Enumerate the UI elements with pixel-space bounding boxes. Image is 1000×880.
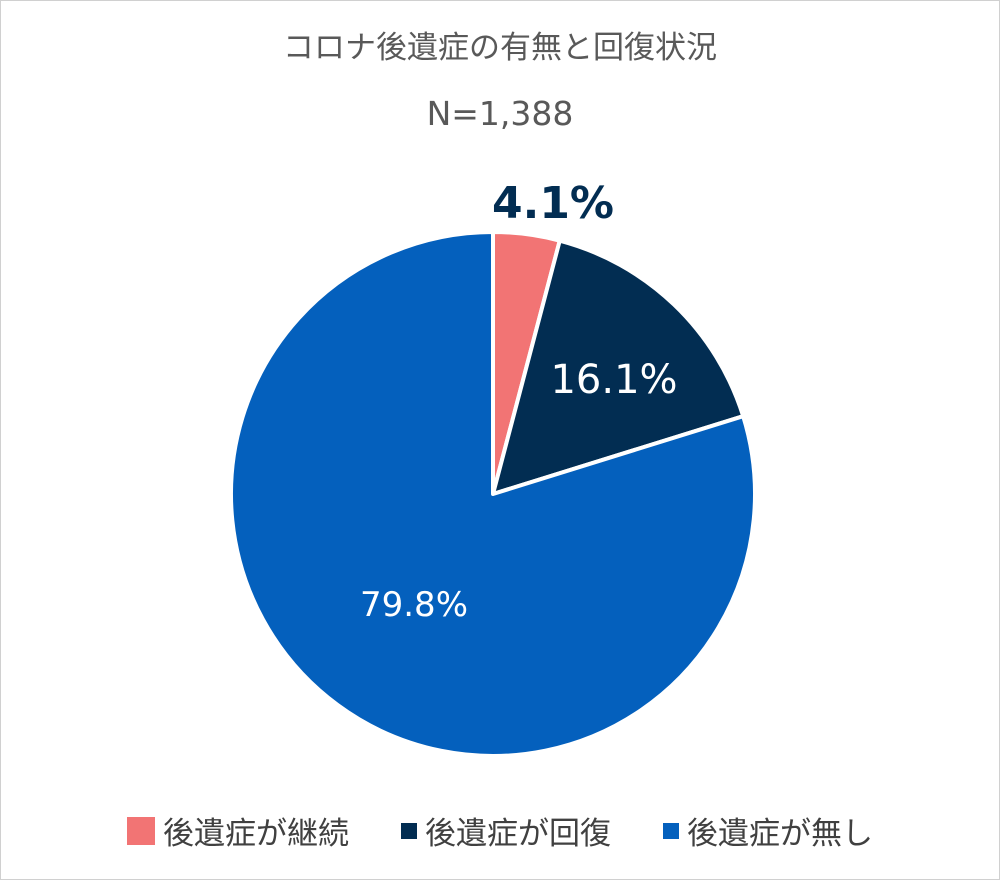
legend-label-none: 後遺症が無し	[687, 816, 873, 852]
legend-label-continuing: 後遺症が継続	[163, 816, 349, 852]
pie-slice-recovered	[491, 238, 746, 496]
pie-slice-none	[229, 230, 757, 758]
legend-item-continuing: 後遺症が継続	[127, 808, 349, 853]
data-label-continuing: 4.1%	[492, 178, 614, 229]
chart-subtitle: N=1,388	[426, 94, 574, 133]
data-label-recovered: 16.1%	[550, 357, 677, 403]
legend-swatch-recovered	[401, 822, 417, 839]
legend-label-recovered: 後遺症が回復	[425, 816, 611, 852]
chart-title: コロナ後遺症の有無と回復状況	[283, 30, 717, 66]
legend-item-recovered: 後遺症が回復	[401, 808, 611, 853]
data-label-none: 79.8%	[360, 585, 468, 625]
legend-swatch-none	[663, 822, 679, 839]
legend-swatch-continuing	[127, 816, 155, 845]
legend: 後遺症が継続 後遺症が回復 後遺症が無し	[0, 808, 1000, 853]
legend-item-none: 後遺症が無し	[663, 808, 873, 853]
